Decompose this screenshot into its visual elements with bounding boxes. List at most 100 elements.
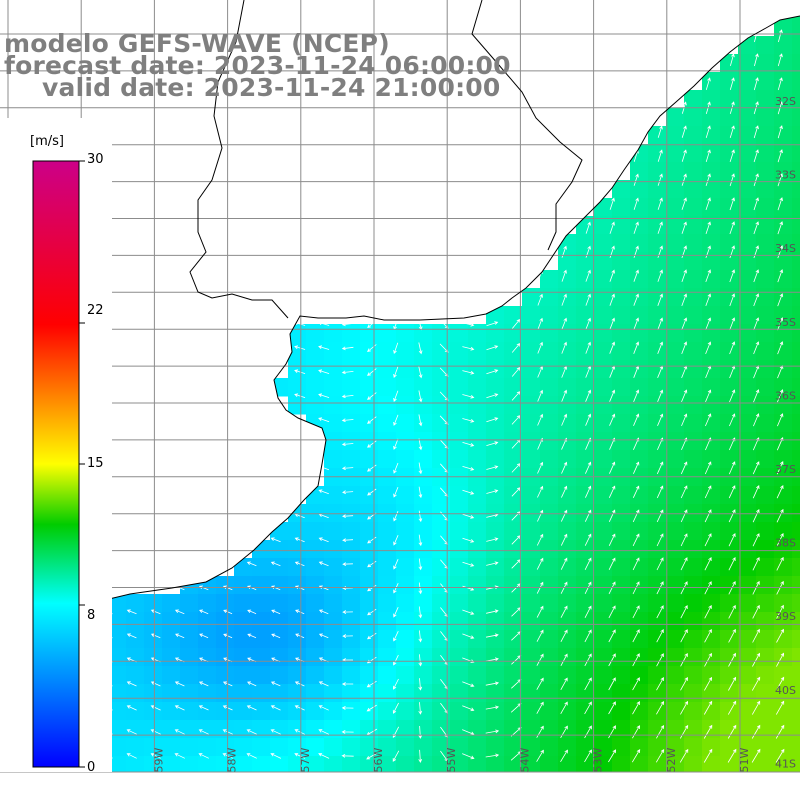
wind-arrow — [318, 681, 329, 687]
wind-cell — [180, 756, 199, 772]
wind-arrow — [681, 293, 688, 307]
wind-arrow — [752, 604, 760, 619]
wind-cell — [378, 594, 397, 613]
wind-cell — [504, 378, 523, 397]
wind-cell — [576, 702, 595, 721]
wind-cell — [396, 378, 415, 397]
wind-arrow — [342, 514, 354, 519]
wind-cell — [450, 594, 469, 613]
wind-cell — [576, 666, 595, 685]
wind-arrow — [341, 730, 354, 734]
wind-cell — [792, 378, 800, 397]
wind-arrow — [393, 342, 399, 354]
wind-cell — [180, 684, 199, 703]
wind-cell — [738, 198, 757, 217]
wind-arrow — [418, 534, 423, 547]
wind-cell — [468, 738, 487, 757]
wind-cell — [360, 720, 379, 739]
wind-cell — [468, 486, 487, 505]
wind-cell — [774, 144, 793, 163]
wind-cell — [738, 234, 757, 253]
wind-arrow — [367, 392, 377, 400]
wind-cell — [738, 522, 757, 541]
wind-cell — [792, 180, 800, 199]
wind-cell — [270, 576, 289, 595]
wind-cell — [558, 540, 577, 559]
wind-cell — [378, 522, 397, 541]
wind-arrow — [729, 197, 735, 211]
wind-cell — [540, 378, 559, 397]
wind-cell — [594, 486, 613, 505]
wind-cell — [702, 486, 721, 505]
wind-cell — [720, 126, 739, 145]
wind-cell — [252, 630, 271, 649]
wind-cell — [522, 414, 541, 433]
wind-arrow — [342, 538, 354, 542]
wind-cell — [270, 702, 289, 721]
wind-cell — [378, 666, 397, 685]
wind-arrow — [775, 724, 785, 739]
latitude-labels: 32S 33S 34S 35S 36S 37S 38S 39S 40S 41S — [775, 95, 796, 770]
wind-cell — [720, 252, 739, 271]
wind-arrow — [418, 510, 423, 523]
wind-arrow — [536, 605, 544, 618]
wind-cell — [432, 720, 451, 739]
wind-cell — [450, 702, 469, 721]
wind-cell — [540, 558, 559, 577]
wind-cell — [468, 414, 487, 433]
latitude-label: 33S — [775, 169, 796, 182]
wind-cell — [180, 738, 199, 757]
wind-cell — [648, 252, 667, 271]
wind-cell — [666, 720, 685, 739]
wind-arrow — [537, 461, 544, 474]
wind-cell — [666, 342, 685, 361]
wind-cell — [558, 738, 577, 757]
wind-arrow — [393, 511, 399, 522]
wind-arrow — [584, 509, 592, 522]
wind-cell — [702, 72, 721, 91]
wind-cell — [738, 306, 757, 325]
wind-cell — [414, 486, 433, 505]
wind-cell — [720, 720, 739, 739]
wind-cell — [468, 720, 487, 739]
wind-cell — [648, 540, 667, 559]
wind-cell — [558, 666, 577, 685]
wind-arrow — [752, 509, 760, 523]
wind-cell — [774, 486, 793, 505]
wind-arrow — [729, 221, 735, 235]
wind-arrow — [584, 749, 592, 763]
wind-arrow — [393, 654, 399, 666]
wind-cell — [108, 756, 127, 772]
wind-cell — [612, 270, 631, 289]
wind-cell — [414, 576, 433, 595]
wind-cell — [648, 648, 667, 667]
wind-cell — [720, 108, 739, 127]
wind-cell — [720, 324, 739, 343]
wind-cell — [486, 378, 505, 397]
wind-cell — [684, 324, 703, 343]
wind-arrow — [657, 389, 664, 402]
wind-cell — [756, 198, 775, 217]
wind-arrow — [418, 414, 423, 427]
wind-cell — [792, 36, 800, 55]
wind-arrow — [704, 628, 712, 643]
wind-cell — [504, 576, 523, 595]
wind-cell — [630, 486, 649, 505]
wind-cell — [630, 630, 649, 649]
wind-cell — [342, 342, 361, 361]
model-title: modelo GEFS-WAVE (NCEP) — [4, 29, 390, 58]
wind-cell — [252, 594, 271, 613]
wind-cell — [288, 630, 307, 649]
wind-cell — [720, 522, 739, 541]
wind-arrow — [777, 77, 783, 91]
wind-cell — [630, 270, 649, 289]
wind-arrow — [705, 269, 711, 283]
wind-arrow — [752, 628, 760, 643]
wind-cell — [468, 756, 487, 772]
wind-arrow — [753, 245, 759, 259]
wind-cell — [792, 648, 800, 667]
latitude-label: 35S — [775, 316, 796, 329]
wind-cell — [108, 666, 127, 685]
wind-arrow — [536, 701, 544, 714]
wind-arrow — [536, 677, 544, 690]
